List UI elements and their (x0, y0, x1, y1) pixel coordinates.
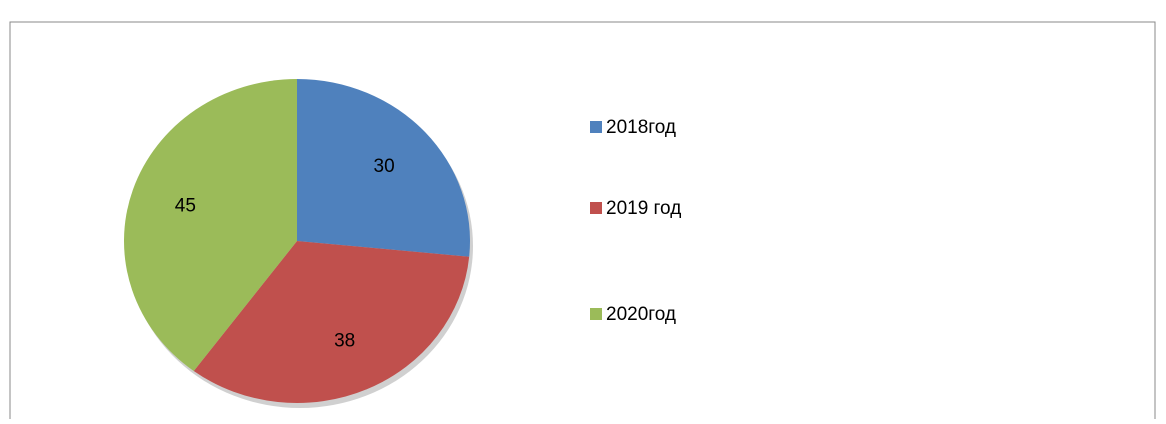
pie-slice (124, 79, 298, 371)
data-label: 45 (175, 195, 196, 216)
legend-swatch (590, 308, 602, 320)
pie-slice (297, 79, 470, 257)
legend-swatch (590, 121, 602, 133)
legend-swatch (590, 202, 602, 214)
legend-label: 2018год (606, 117, 676, 138)
pie-slice (193, 241, 470, 403)
data-label: 38 (334, 331, 355, 352)
legend-label: 2019 год (606, 198, 681, 219)
data-label: 30 (374, 156, 395, 177)
legend-label: 2020год (606, 304, 676, 325)
